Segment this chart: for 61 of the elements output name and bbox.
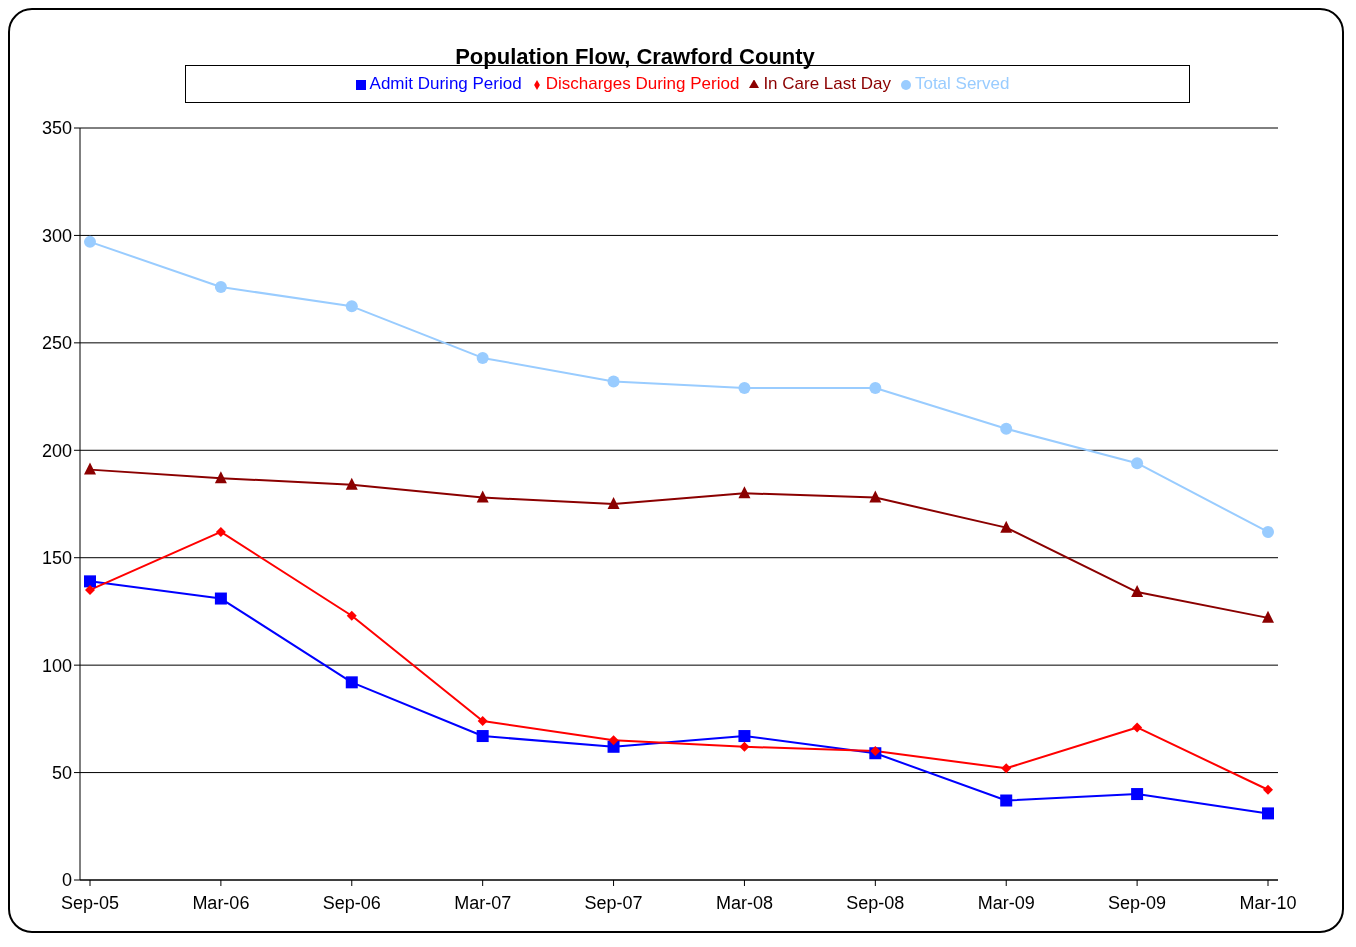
point: [739, 741, 750, 752]
point: [84, 462, 96, 475]
x-tick-label: Sep-08: [846, 892, 905, 913]
y-tick-label: 350: [41, 118, 72, 139]
y-tick-label: 250: [41, 333, 72, 354]
legend-label: Discharges During Period: [545, 74, 740, 93]
x-tick-label: Sep-07: [584, 892, 643, 913]
point: [214, 592, 227, 605]
legend-label: Admit During Period: [369, 74, 522, 93]
point: [1262, 807, 1274, 820]
x-tick-label: Mar-09: [977, 892, 1035, 913]
point: [1131, 585, 1144, 598]
point: [476, 351, 489, 364]
point: [1000, 794, 1013, 807]
point: [215, 526, 226, 537]
point: [607, 375, 620, 388]
point: [1131, 788, 1144, 801]
point: [738, 486, 751, 499]
point: [1001, 763, 1012, 774]
point: [738, 381, 751, 394]
point: [476, 730, 489, 743]
point: [346, 610, 357, 621]
y-tick-label: 100: [41, 655, 72, 676]
point: [345, 477, 358, 490]
x-tick-label: Sep-06: [322, 892, 381, 913]
legend-label: In Care Last Day: [763, 74, 891, 93]
x-tick-label: Mar-08: [715, 892, 773, 913]
legend-label: Total Served: [914, 74, 1010, 93]
point: [214, 280, 227, 293]
point: [869, 381, 882, 394]
point: [84, 575, 96, 588]
x-tick-label: Mar-06: [192, 892, 250, 913]
y-tick-label: 0: [61, 870, 72, 891]
point: [1262, 610, 1274, 623]
point: [476, 490, 489, 503]
point: [608, 735, 619, 746]
x-tick-label: Sep-05: [60, 892, 120, 913]
x-tick-label: Mar-10: [1239, 892, 1297, 913]
point: [738, 730, 751, 743]
x-tick-label: Sep-09: [1108, 892, 1167, 913]
point: [1000, 422, 1013, 435]
x-tick-label: Mar-07: [454, 892, 512, 913]
point: [85, 584, 95, 595]
chart-title: Population Flow, Crawford County: [454, 44, 816, 70]
point: [345, 300, 358, 313]
point: [345, 676, 358, 689]
point: [1263, 784, 1273, 795]
y-tick-label: 150: [41, 548, 72, 569]
point: [1131, 457, 1144, 470]
point: [869, 490, 882, 503]
point: [84, 235, 96, 248]
y-tick-label: 50: [51, 762, 72, 783]
y-tick-label: 200: [41, 440, 72, 461]
point: [1262, 525, 1274, 538]
point: [607, 497, 620, 509]
y-tick-label: 300: [41, 225, 72, 246]
point: [214, 471, 227, 484]
frame-outline: Population Flow, Crawford County Admit During Period Discharges During Period In Care Last Day Total Served Sep-05 Mar-06 Sep-06 Mar-07 Sep-07 Mar-08 Sep-08 Mar-09 Sep-09 Mar-10 0 50 100 150 200 250 300 350: [8, 8, 1344, 933]
point: [1000, 520, 1013, 533]
point: [1132, 722, 1143, 733]
point: [477, 716, 488, 727]
